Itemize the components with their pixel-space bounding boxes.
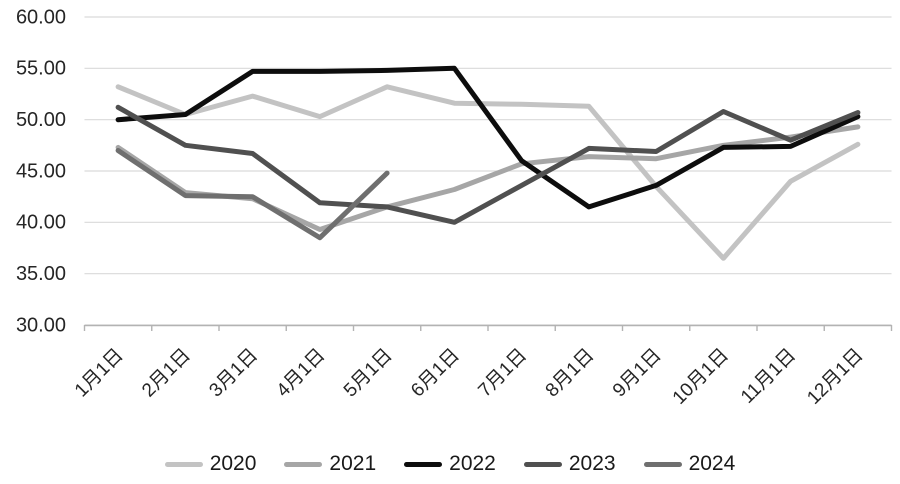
y-axis-tick-label: 35.00 [16, 263, 66, 285]
legend-swatch-2020 [164, 461, 203, 467]
x-axis-tick-label: 8月1日 [542, 345, 599, 402]
x-axis-tick-label: 9月1日 [609, 345, 666, 402]
legend-swatch-2021 [284, 461, 323, 467]
series-line-2020 [115, 84, 861, 261]
series-line-2022 [115, 65, 861, 210]
series-line-2024 [115, 148, 390, 241]
x-axis-tick-label: 3月1日 [205, 345, 262, 402]
x-axis-tick-label: 10月1日 [669, 345, 733, 409]
chart-legend: 2020 2021 2022 2023 2024 [0, 452, 900, 476]
legend-item-2023: 2023 [523, 452, 616, 476]
legend-swatch-2024 [643, 461, 682, 467]
x-axis-tick-label: 11月1日 [737, 345, 800, 408]
legend-label: 2021 [329, 452, 377, 475]
legend-swatch-2022 [404, 461, 443, 467]
legend-label: 2024 [688, 452, 736, 475]
y-axis-tick-label: 40.00 [16, 212, 66, 234]
legend-item-2020: 2020 [164, 452, 257, 476]
y-axis-tick-label: 30.00 [16, 314, 66, 336]
x-axis-tick-label: 12月1日 [803, 345, 867, 409]
series-line-2023 [115, 104, 861, 225]
legend-label: 2023 [568, 452, 616, 475]
y-axis-tick-label: 60.00 [16, 6, 66, 28]
x-axis-tick-label: 4月1日 [273, 345, 330, 402]
legend-item-2024: 2024 [643, 452, 736, 476]
legend-swatch-2023 [523, 461, 562, 467]
x-axis-tick-label: 2月1日 [138, 345, 195, 402]
x-axis-tick-label: 5月1日 [340, 345, 397, 402]
x-axis-tick-label: 1月1日 [71, 345, 128, 402]
y-axis-tick-label: 50.00 [16, 109, 66, 131]
legend-label: 2022 [449, 452, 496, 475]
legend-item-2021: 2021 [284, 452, 376, 476]
x-axis-tick-label: 6月1日 [407, 345, 464, 402]
legend-item-2022: 2022 [404, 452, 496, 476]
legend-label: 2020 [209, 452, 257, 475]
series-line-2021 [115, 124, 861, 232]
x-axis-tick-label: 7月1日 [474, 345, 531, 402]
y-axis-tick-label: 45.00 [16, 160, 66, 182]
y-axis-tick-label: 55.00 [16, 58, 66, 80]
